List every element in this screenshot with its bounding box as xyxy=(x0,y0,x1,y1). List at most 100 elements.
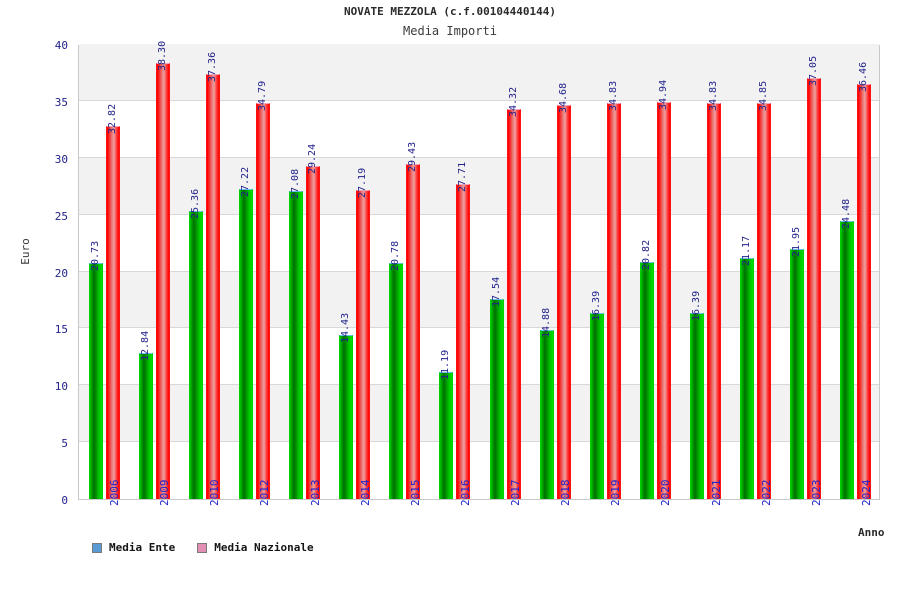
x-tick-label: 2023 xyxy=(809,479,823,507)
plot-area xyxy=(78,44,880,500)
page-title: NOVATE MEZZOLA (c.f.00104440144) xyxy=(344,5,556,18)
y-tick-label: 40 xyxy=(54,39,68,52)
bar-media-nazionale[interactable] xyxy=(406,164,421,499)
x-axis-label: Anno xyxy=(858,526,885,539)
value-label-media-ente: 20.73 xyxy=(89,241,101,272)
value-label-media-nazionale: 29.43 xyxy=(407,142,419,173)
x-tick-label: 2012 xyxy=(258,479,272,507)
value-label-media-nazionale: 29.24 xyxy=(307,144,319,175)
bar-media-ente[interactable] xyxy=(439,371,454,499)
gridline xyxy=(79,156,879,158)
bar-media-nazionale[interactable] xyxy=(255,103,270,499)
value-label-media-nazionale: 27.19 xyxy=(357,167,369,198)
bar-media-nazionale[interactable] xyxy=(155,63,170,499)
value-label-media-ente: 14.88 xyxy=(540,307,552,338)
legend-swatch xyxy=(92,542,102,553)
bars-layer xyxy=(79,46,879,499)
x-tick-label: 2018 xyxy=(559,479,573,507)
value-label-media-ente: 27.22 xyxy=(239,167,251,198)
bar-media-ente[interactable] xyxy=(639,262,654,499)
bar-media-nazionale[interactable] xyxy=(306,166,321,499)
bar-media-nazionale[interactable] xyxy=(105,125,120,499)
bar-media-ente[interactable] xyxy=(389,262,404,499)
y-axis-label: Euro xyxy=(18,238,32,265)
x-tick-label: 2006 xyxy=(108,479,122,507)
value-label-media-nazionale: 27.71 xyxy=(457,161,469,192)
x-tick-label: 2009 xyxy=(158,479,172,507)
gridline xyxy=(79,441,879,443)
value-label-media-ente: 21.17 xyxy=(741,236,753,267)
bar-media-ente[interactable] xyxy=(138,352,153,499)
value-label-media-nazionale: 34.85 xyxy=(758,80,770,111)
x-tick-label: 2019 xyxy=(609,479,623,507)
bar-media-nazionale[interactable] xyxy=(606,102,621,499)
value-label-media-ente: 12.84 xyxy=(139,330,151,361)
bar-media-ente[interactable] xyxy=(489,299,504,499)
bar-media-nazionale[interactable] xyxy=(556,104,571,499)
bar-media-ente[interactable] xyxy=(188,210,203,499)
x-tick-label: 2016 xyxy=(458,479,472,507)
value-label-media-nazionale: 36.46 xyxy=(858,62,870,93)
gridline xyxy=(79,384,879,386)
x-tick-label: 2020 xyxy=(659,479,673,507)
chart-subtitle: Media Importi xyxy=(403,24,497,38)
x-tick-label: 2014 xyxy=(358,479,372,507)
y-tick-label: 30 xyxy=(54,152,68,166)
bar-media-nazionale[interactable] xyxy=(456,183,471,499)
bar-media-ente[interactable] xyxy=(238,189,253,499)
legend: Media Ente Media Nazionale xyxy=(92,541,314,554)
y-tick-label: 25 xyxy=(54,209,68,223)
bar-media-ente[interactable] xyxy=(589,312,604,499)
value-label-media-ente: 20.78 xyxy=(390,240,402,271)
bar-media-nazionale[interactable] xyxy=(356,189,371,499)
value-label-media-nazionale: 37.05 xyxy=(808,55,820,86)
value-label-media-nazionale: 34.32 xyxy=(507,86,519,117)
bar-media-ente[interactable] xyxy=(790,249,805,499)
value-label-media-ente: 24.48 xyxy=(841,198,853,229)
bar-media-nazionale[interactable] xyxy=(656,101,671,499)
gridline xyxy=(79,270,879,272)
value-label-media-nazionale: 38.30 xyxy=(156,41,168,72)
bar-media-nazionale[interactable] xyxy=(857,84,872,499)
bar-media-ente[interactable] xyxy=(740,258,755,499)
value-label-media-ente: 20.82 xyxy=(640,240,652,271)
bar-media-ente[interactable] xyxy=(840,220,855,499)
legend-item[interactable]: Media Nazionale xyxy=(197,541,314,554)
y-tick-label: 35 xyxy=(54,95,68,109)
y-tick-label: 5 xyxy=(61,437,68,451)
bar-media-ente[interactable] xyxy=(88,263,103,499)
value-label-media-nazionale: 32.82 xyxy=(106,103,118,134)
value-label-media-ente: 27.08 xyxy=(290,168,302,199)
bar-media-nazionale[interactable] xyxy=(707,102,722,499)
x-tick-label: 2017 xyxy=(509,479,523,507)
legend-label: Media Nazionale xyxy=(214,541,314,554)
x-tick-label: 2013 xyxy=(308,479,322,507)
value-label-media-nazionale: 34.68 xyxy=(557,82,569,113)
value-label-media-ente: 16.39 xyxy=(590,290,602,321)
bar-media-nazionale[interactable] xyxy=(807,77,822,499)
legend-item[interactable]: Media Ente xyxy=(92,541,175,554)
value-label-media-nazionale: 34.79 xyxy=(256,81,268,112)
bar-media-ente[interactable] xyxy=(690,312,705,499)
value-label-media-ente: 16.39 xyxy=(691,290,703,321)
x-tick-label: 2024 xyxy=(859,479,873,507)
bar-media-ente[interactable] xyxy=(289,190,304,499)
value-label-media-ente: 14.43 xyxy=(340,312,352,343)
value-label-media-nazionale: 34.94 xyxy=(657,79,669,110)
x-tick-label: 2021 xyxy=(709,479,723,507)
bar-media-ente[interactable] xyxy=(539,329,554,499)
bar-media-ente[interactable] xyxy=(339,334,354,499)
y-tick-label: 10 xyxy=(54,380,68,394)
bar-media-nazionale[interactable] xyxy=(506,108,521,499)
gridline xyxy=(79,99,879,101)
bar-media-nazionale[interactable] xyxy=(205,74,220,499)
bar-media-nazionale[interactable] xyxy=(757,102,772,499)
value-label-media-nazionale: 34.83 xyxy=(708,80,720,111)
x-tick-label: 2015 xyxy=(408,479,422,507)
gridline xyxy=(79,327,879,329)
gridline xyxy=(79,213,879,215)
value-label-media-nazionale: 37.36 xyxy=(206,51,218,83)
x-tick-label: 2022 xyxy=(759,479,773,507)
value-label-media-ente: 21.95 xyxy=(791,227,803,258)
